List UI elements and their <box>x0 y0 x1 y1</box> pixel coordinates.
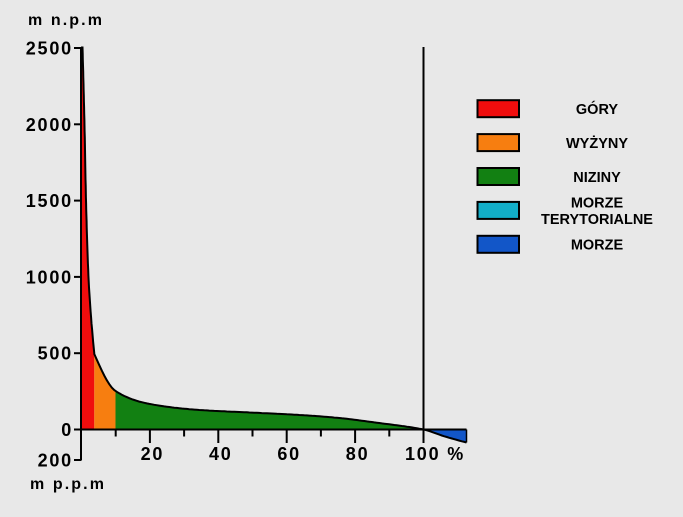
svg-text:1000: 1000 <box>26 267 73 287</box>
svg-text:MORZE: MORZE <box>571 195 624 211</box>
svg-text:MORZE: MORZE <box>571 238 624 254</box>
svg-text:80: 80 <box>346 444 370 464</box>
svg-text:NIZINY: NIZINY <box>573 170 621 186</box>
svg-text:20: 20 <box>141 444 165 464</box>
svg-text:40: 40 <box>209 444 233 464</box>
svg-text:60: 60 <box>277 444 301 464</box>
svg-text:GÓRY: GÓRY <box>576 100 618 118</box>
svg-text:1500: 1500 <box>26 191 73 211</box>
svg-text:WYŻYNY: WYŻYNY <box>566 135 628 152</box>
svg-text:100 %: 100 % <box>405 444 465 464</box>
svg-text:TERYTORIALNE: TERYTORIALNE <box>541 212 653 228</box>
svg-text:2500: 2500 <box>26 39 73 59</box>
svg-text:m p.p.m: m p.p.m <box>30 476 106 493</box>
svg-text:2000: 2000 <box>26 115 73 135</box>
svg-text:m n.p.m: m n.p.m <box>28 12 104 29</box>
svg-text:0: 0 <box>61 420 73 440</box>
svg-text:200: 200 <box>38 451 73 471</box>
svg-text:500: 500 <box>38 344 73 364</box>
